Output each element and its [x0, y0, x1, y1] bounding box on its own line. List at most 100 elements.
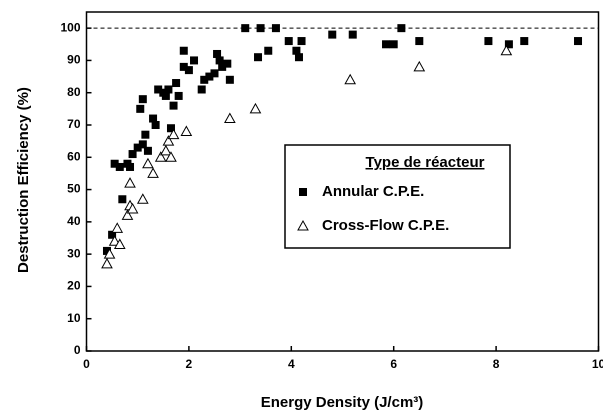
square-marker — [574, 37, 583, 46]
triangle-marker — [121, 209, 134, 220]
square-marker — [271, 24, 280, 33]
square-marker — [172, 79, 181, 88]
square-marker — [138, 140, 147, 149]
y-tick-label: 60 — [67, 149, 81, 163]
square-marker — [128, 150, 137, 159]
triangle-marker — [297, 219, 309, 231]
square-marker — [218, 62, 227, 71]
square-marker — [141, 130, 150, 139]
square-marker — [223, 59, 232, 68]
triangle-marker — [249, 102, 262, 114]
square-marker — [484, 37, 493, 46]
square-marker — [205, 72, 214, 81]
triangle-marker — [167, 128, 180, 140]
square-marker — [264, 46, 273, 55]
y-axis-label: Destruction Efficiency (%) — [15, 87, 32, 273]
triangle-marker — [108, 235, 121, 246]
triangle-marker — [160, 144, 172, 156]
square-marker — [166, 124, 175, 133]
square-marker — [133, 143, 142, 152]
triangle-marker — [126, 202, 139, 214]
x-tick-label: 4 — [288, 357, 295, 371]
triangle-marker — [147, 167, 159, 178]
y-tick-label: 10 — [67, 311, 81, 325]
square-marker — [174, 91, 183, 100]
square-marker — [225, 75, 234, 84]
square-marker — [256, 24, 265, 33]
triangle-marker — [124, 177, 136, 188]
square-marker — [348, 30, 357, 39]
square-marker — [143, 146, 152, 155]
square-marker — [200, 75, 209, 84]
legend-label: Annular C.P.E. — [322, 183, 424, 200]
square-marker — [151, 121, 160, 129]
square-marker — [161, 91, 170, 100]
triangle-marker — [165, 151, 177, 162]
square-marker — [154, 85, 163, 94]
triangle-marker — [101, 257, 113, 269]
x-tick-label: 2 — [186, 357, 193, 371]
legend-label: Cross-Flow C.P.E. — [322, 217, 449, 234]
square-marker — [284, 37, 293, 46]
square-marker — [213, 49, 222, 58]
square-marker — [215, 56, 224, 65]
square-marker — [190, 56, 199, 65]
square-marker — [397, 24, 406, 33]
square-marker — [504, 40, 513, 49]
square-marker — [149, 114, 158, 123]
square-marker — [254, 53, 263, 62]
y-tick-label: 40 — [67, 214, 81, 228]
triangle-marker — [500, 44, 513, 56]
x-tick-label: 0 — [83, 357, 90, 371]
square-marker — [197, 85, 206, 94]
x-axis-label: Energy Density (J/cm³) — [261, 394, 424, 411]
square-marker — [179, 46, 188, 55]
square-marker — [164, 85, 173, 94]
y-tick-label: 100 — [60, 20, 80, 34]
square-marker — [292, 46, 301, 55]
square-marker — [115, 162, 124, 171]
square-marker — [126, 162, 135, 171]
y-tick-label: 50 — [67, 182, 81, 196]
x-tick-label: 6 — [390, 357, 397, 371]
square-marker — [108, 230, 117, 239]
triangle-marker — [103, 248, 116, 259]
square-marker — [179, 62, 188, 71]
y-tick-label: 20 — [67, 279, 81, 293]
triangle-marker — [111, 222, 124, 233]
square-marker — [138, 95, 147, 104]
legend-box — [284, 144, 511, 249]
triangle-marker — [142, 157, 154, 169]
square-marker — [110, 159, 119, 168]
square-marker — [299, 188, 307, 196]
triangle-marker — [162, 135, 175, 146]
y-tick-label: 0 — [74, 343, 81, 357]
square-marker — [415, 37, 424, 46]
square-marker — [102, 246, 111, 255]
square-marker — [389, 40, 398, 49]
x-tick-label: 8 — [493, 357, 500, 371]
square-marker — [118, 195, 127, 204]
square-marker — [169, 101, 178, 110]
square-marker — [520, 37, 529, 46]
square-marker — [382, 40, 391, 49]
square-marker — [328, 30, 337, 39]
y-tick-label: 70 — [67, 117, 81, 131]
triangle-marker — [136, 193, 149, 204]
legend-title: Type de réacteur — [366, 154, 485, 171]
plot-frame — [85, 11, 600, 352]
y-tick-label: 80 — [67, 85, 81, 99]
square-marker — [210, 69, 219, 78]
y-tick-label: 30 — [67, 246, 81, 260]
x-tick-label: 10 — [592, 357, 603, 371]
triangle-marker — [224, 112, 236, 124]
y-tick-label: 90 — [67, 53, 81, 67]
square-marker — [294, 53, 303, 62]
square-marker — [184, 66, 193, 75]
triangle-marker — [154, 151, 167, 162]
square-marker — [241, 24, 250, 33]
square-marker — [297, 37, 306, 46]
triangle-marker — [344, 73, 357, 85]
triangle-marker — [180, 125, 193, 136]
